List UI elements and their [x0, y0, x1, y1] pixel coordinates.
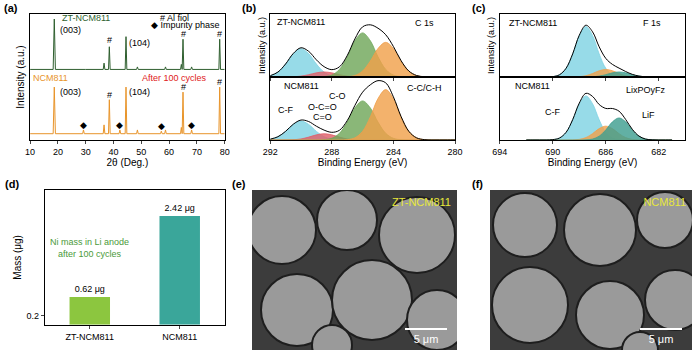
svg-text:NCM811: NCM811 — [515, 81, 550, 91]
svg-text:Binding Energy (eV): Binding Energy (eV) — [318, 157, 408, 168]
svg-text:Mass (μg): Mass (μg) — [12, 235, 23, 280]
svg-text:LiF: LiF — [642, 110, 655, 120]
svg-text:ZT-NCM811: ZT-NCM811 — [392, 196, 451, 208]
svg-text:F 1s: F 1s — [643, 18, 661, 28]
svg-text:NCM811: NCM811 — [33, 73, 68, 83]
svg-text:(b): (b) — [242, 2, 256, 14]
svg-text:ZT-NCM811: ZT-NCM811 — [277, 17, 325, 27]
svg-text:C 1s: C 1s — [415, 18, 434, 28]
svg-text:Ni mass in Li anodeafter 100 c: Ni mass in Li anodeafter 100 cycles — [50, 237, 129, 259]
svg-text:C-F: C-F — [545, 107, 560, 117]
svg-text:40: 40 — [108, 147, 118, 157]
svg-text:◆: ◆ — [116, 120, 123, 130]
svg-text:686: 686 — [598, 147, 613, 157]
html-text:(f): (f) — [472, 178, 483, 190]
svg-text:288: 288 — [324, 147, 339, 157]
svg-text:ZT-NCM811: ZT-NCM811 — [66, 332, 114, 342]
svg-text:Intensity (a.u.): Intensity (a.u.) — [15, 45, 26, 108]
svg-text:#: # — [217, 77, 222, 87]
svg-text:#: # — [181, 82, 186, 92]
svg-text:LixPOyFz: LixPOyFz — [626, 85, 666, 95]
svg-text:(003): (003) — [60, 87, 81, 97]
svg-text:20: 20 — [53, 147, 63, 157]
svg-text:(104): (104) — [129, 87, 150, 97]
svg-text:50: 50 — [136, 147, 146, 157]
svg-text:#: # — [107, 90, 112, 100]
svg-text:NCM811: NCM811 — [162, 332, 197, 342]
svg-text:◆: ◆ — [80, 120, 87, 130]
svg-text:60: 60 — [164, 147, 174, 157]
svg-text:C-F: C-F — [278, 105, 293, 115]
svg-text:(003): (003) — [60, 25, 81, 35]
svg-text:ZT-NCM811: ZT-NCM811 — [509, 18, 557, 28]
svg-text:ZT-NCM811: ZT-NCM811 — [62, 13, 110, 23]
svg-text:284: 284 — [386, 147, 401, 157]
svg-text:#: # — [107, 35, 112, 45]
svg-text:(104): (104) — [129, 38, 150, 48]
svg-text:#: # — [217, 29, 222, 39]
svg-text:2θ (Deg.): 2θ (Deg.) — [107, 157, 149, 168]
svg-text:(c): (c) — [472, 2, 486, 14]
svg-text:30: 30 — [81, 147, 91, 157]
svg-text:682: 682 — [651, 147, 666, 157]
svg-text:0.2: 0.2 — [26, 311, 39, 321]
svg-text:(d): (d) — [5, 178, 19, 190]
svg-text:After 100 cycles: After 100 cycles — [142, 73, 207, 83]
svg-text:Binding Energy (eV): Binding Energy (eV) — [548, 157, 638, 168]
html-text:(e): (e) — [232, 178, 246, 190]
svg-text:(a): (a) — [4, 2, 18, 14]
svg-text:5 μm: 5 μm — [414, 333, 439, 345]
svg-text:◆: ◆ — [158, 121, 165, 131]
svg-text:70: 70 — [192, 147, 202, 157]
svg-text:C-O: C-O — [329, 91, 346, 101]
svg-text:80: 80 — [220, 147, 230, 157]
svg-text:690: 690 — [545, 147, 560, 157]
svg-text:# Al fiol: # Al fiol — [160, 13, 189, 23]
svg-text:280: 280 — [447, 147, 462, 157]
svg-text:0.62 μg: 0.62 μg — [75, 284, 105, 294]
svg-text:#: # — [181, 29, 186, 39]
svg-text:◆: ◆ — [188, 120, 195, 130]
svg-text:694: 694 — [492, 147, 507, 157]
svg-text:NCM811: NCM811 — [643, 196, 686, 208]
svg-text:5 μm: 5 μm — [649, 333, 674, 345]
svg-text:◆ Impurity phase: ◆ Impurity phase — [151, 20, 220, 30]
svg-text:2.42 μg: 2.42 μg — [165, 203, 195, 213]
svg-text:NCM811: NCM811 — [284, 81, 319, 91]
svg-text:292: 292 — [263, 147, 278, 157]
svg-text:C=O: C=O — [313, 112, 332, 122]
svg-text:Intensity (a.u.): Intensity (a.u.) — [486, 17, 496, 74]
svg-text:C-C/C-H: C-C/C-H — [407, 83, 442, 93]
svg-text:10: 10 — [25, 147, 35, 157]
svg-text:Intensity (a.u.): Intensity (a.u.) — [257, 17, 267, 74]
svg-text:O-C=O: O-C=O — [308, 102, 337, 112]
